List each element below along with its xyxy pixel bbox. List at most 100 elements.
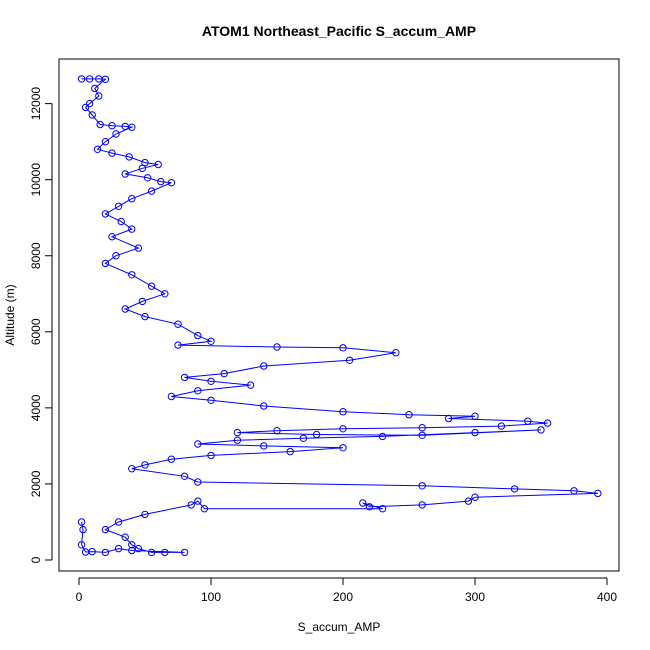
data-point [180, 472, 189, 480]
y-tick-label: 4000 [29, 394, 43, 421]
data-point [194, 387, 202, 395]
data-point [141, 461, 149, 469]
data-point [273, 427, 281, 435]
data-point [260, 362, 268, 370]
data-point [187, 501, 195, 509]
data-point [378, 432, 387, 441]
data-point [418, 431, 426, 439]
data-point [138, 297, 147, 306]
plot-frame [58, 58, 620, 572]
data-point [299, 434, 308, 442]
data-point [444, 414, 453, 423]
y-tick-label: 12000 [29, 87, 43, 121]
data-point [112, 130, 120, 138]
data-point [128, 271, 136, 279]
data-point [147, 187, 156, 195]
data-point [537, 426, 545, 434]
data-point [112, 252, 120, 260]
data-point [260, 402, 268, 410]
data-point [194, 478, 202, 486]
chart-title: ATOM1 Northeast_Pacific S_accum_AMP [202, 23, 476, 39]
x-axis: 0 100 200 300 400 [76, 577, 617, 604]
data-point [121, 170, 129, 178]
y-tick-label: 8000 [29, 242, 43, 269]
data-point [134, 244, 143, 252]
data-point [85, 99, 94, 108]
data-point [207, 396, 215, 404]
data-point [286, 447, 294, 456]
x-tick-label: 100 [201, 590, 221, 604]
data-point [273, 343, 281, 351]
data-point [194, 331, 202, 340]
y-axis: 0 2000 4000 6000 8000 10000 12000 [29, 87, 53, 563]
data-point [85, 75, 94, 83]
data-point [101, 138, 110, 146]
data-point [180, 548, 189, 557]
data-point [96, 120, 104, 129]
data-point [207, 377, 215, 385]
y-tick-label: 6000 [29, 318, 43, 345]
data-point [570, 487, 578, 495]
x-axis-label: S_accum_AMP [298, 620, 381, 634]
data-point [154, 160, 162, 169]
data-point [471, 412, 479, 420]
data-point [180, 373, 189, 382]
data-point [121, 533, 129, 541]
data-point [161, 290, 169, 298]
data-point [339, 444, 347, 452]
data-point [121, 305, 129, 313]
data-point [114, 202, 123, 211]
data-point [81, 103, 90, 112]
data-point [339, 425, 347, 433]
data-point [167, 455, 176, 463]
data-point [594, 489, 602, 498]
data-point [114, 518, 123, 526]
x-tick-label: 300 [465, 590, 485, 604]
data-point [101, 210, 110, 218]
data-point [108, 122, 116, 130]
data-point [143, 174, 152, 182]
data-point [81, 548, 90, 556]
data-point [108, 149, 116, 157]
data-point [167, 179, 176, 187]
data-point [101, 75, 110, 84]
data-point [418, 501, 426, 509]
data-point [117, 217, 125, 226]
data-point [79, 525, 87, 534]
data-point [174, 320, 182, 328]
data-point [524, 417, 532, 425]
x-tick-label: 200 [333, 590, 353, 604]
data-point [128, 225, 136, 233]
data-point [510, 485, 519, 493]
data-point [77, 75, 86, 83]
data-point [101, 259, 110, 268]
data-point [147, 548, 156, 557]
data-point [392, 349, 400, 357]
data-point [378, 505, 387, 513]
data-point [194, 497, 202, 505]
data-point [220, 369, 228, 378]
data-point [128, 546, 136, 555]
data-point [91, 84, 99, 93]
data-point [167, 392, 176, 401]
data-point [359, 499, 367, 507]
data-point [464, 497, 473, 505]
data-point [157, 177, 165, 186]
data-point [233, 436, 242, 444]
data-point [147, 282, 156, 290]
data-point [138, 164, 147, 173]
data-point [88, 111, 96, 119]
data-point [77, 541, 86, 549]
data-point [125, 153, 133, 161]
data-point [339, 408, 347, 416]
data-point [174, 341, 182, 349]
data-point [134, 544, 143, 553]
data-point [418, 482, 426, 490]
data-point [497, 422, 506, 430]
data-point [108, 233, 116, 241]
data-point [207, 337, 215, 345]
data-point [141, 510, 149, 519]
data-point [101, 548, 110, 557]
data-point [260, 442, 268, 450]
